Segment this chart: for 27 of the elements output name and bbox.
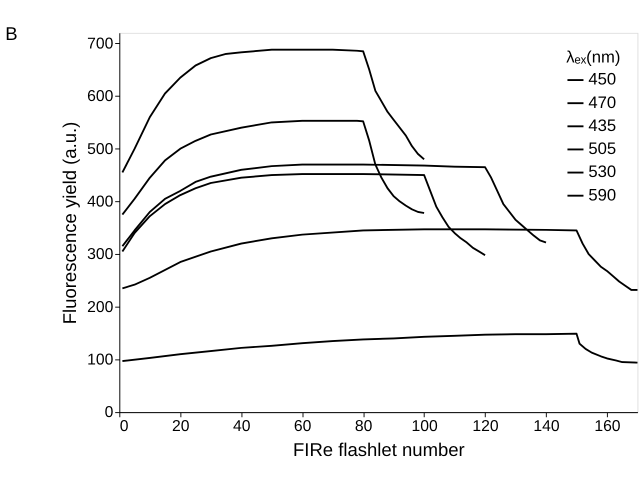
legend-title: λₑₓ(nm) [566, 47, 620, 66]
legend-label: 470 [588, 92, 616, 112]
x-axis-title: FIRe flashlet number [293, 439, 465, 460]
y-tick-label: 600 [87, 88, 114, 106]
x-tick-label: 20 [172, 418, 190, 436]
legend-label: 450 [588, 70, 616, 89]
legend-label: 530 [588, 162, 616, 182]
y-tick-label: 200 [87, 298, 114, 316]
legend-label: 590 [588, 185, 616, 204]
x-tick-label: 80 [354, 418, 373, 436]
x-tick-label: 100 [411, 418, 438, 436]
y-axis-title: Fluorescence yield (a.u.) [58, 122, 80, 324]
y-tick-label: 100 [87, 352, 114, 369]
y-tick-label: 500 [87, 140, 114, 158]
x-tick-label: 160 [594, 418, 621, 436]
y-tick-label: 700 [87, 35, 114, 52]
x-tick-label: 0 [120, 418, 129, 436]
x-tick-label: 40 [232, 418, 251, 436]
y-tick-label: 300 [87, 246, 114, 264]
chart-title: B [5, 23, 18, 44]
legend-label: 505 [588, 139, 616, 158]
y-tick-label: 400 [87, 194, 114, 211]
y-tick-label: 0 [104, 404, 114, 422]
x-tick-label: 60 [294, 418, 312, 436]
x-tick-label: 140 [533, 418, 560, 436]
legend-label: 435 [588, 116, 616, 135]
x-tick-label: 120 [472, 418, 499, 436]
